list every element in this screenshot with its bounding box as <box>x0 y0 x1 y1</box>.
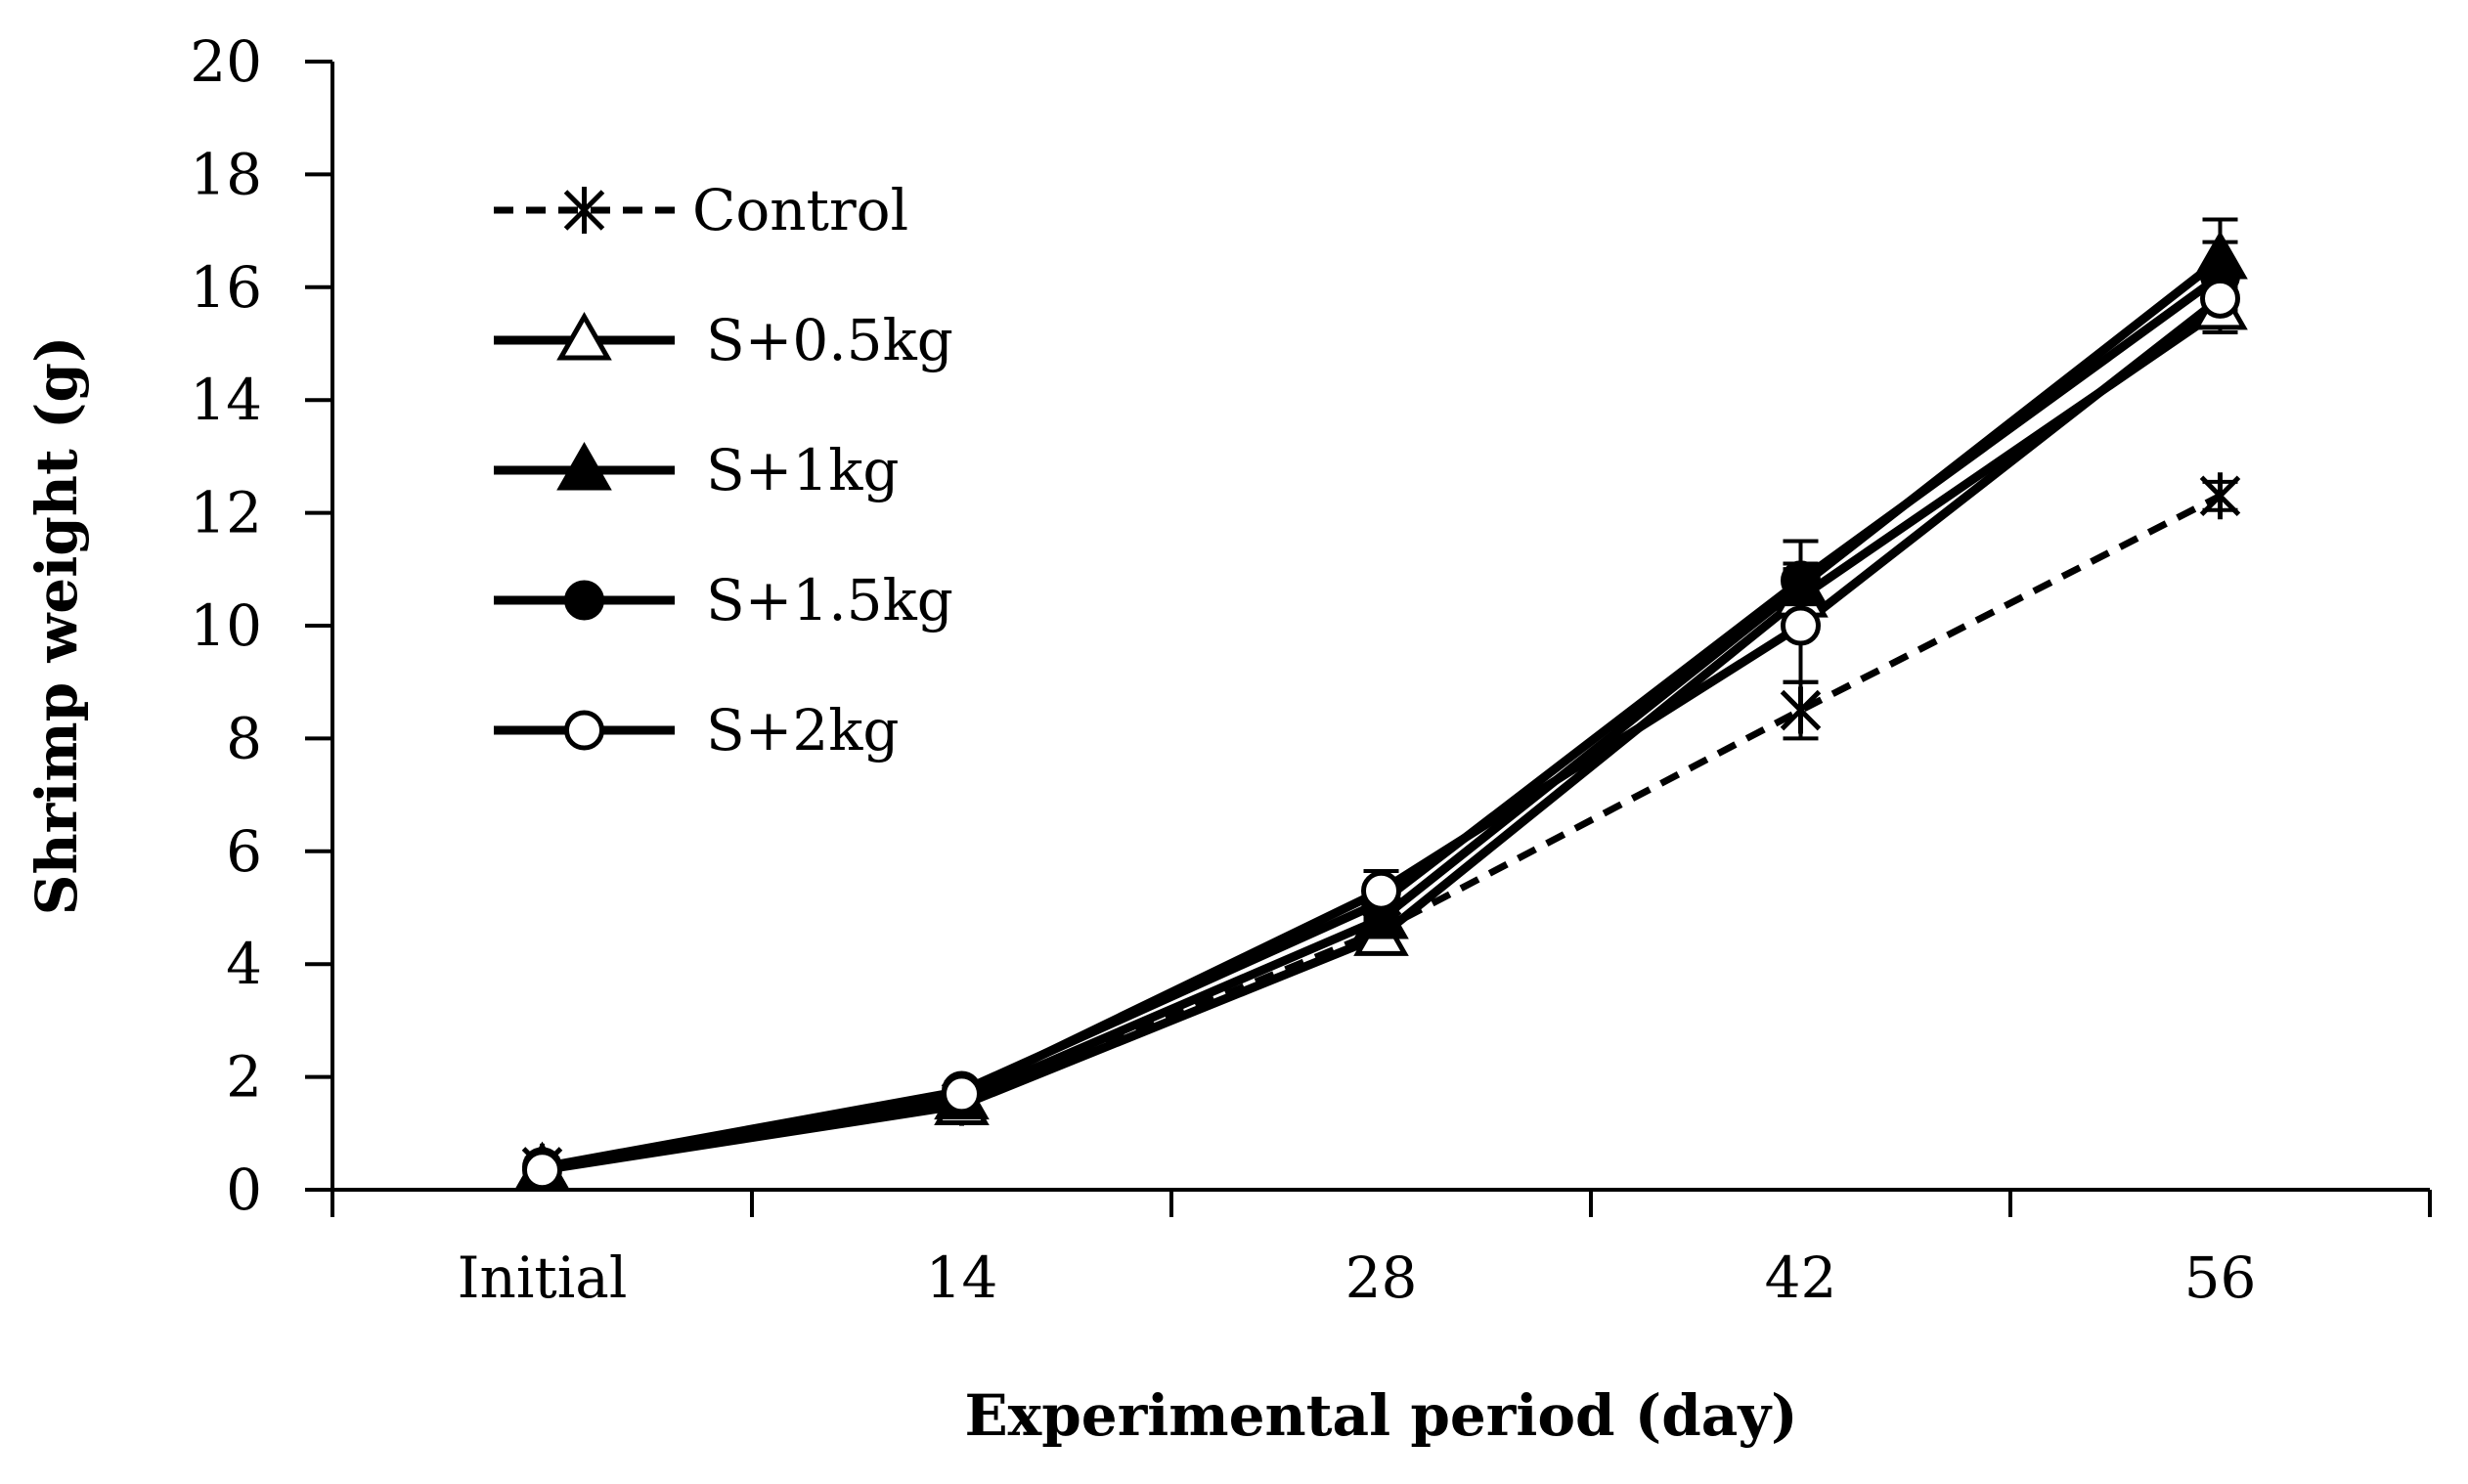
data-point <box>942 1073 982 1114</box>
legend-marker <box>556 311 612 361</box>
y-tick-label: 0 <box>226 1157 262 1223</box>
legend-label: S+1kg <box>706 437 900 503</box>
data-point <box>1780 686 1822 734</box>
x-tick-label: 28 <box>1345 1244 1418 1311</box>
x-tick-label: 42 <box>1765 1244 1837 1311</box>
data-point <box>2199 472 2241 520</box>
legend-item-2: S+1kg <box>494 437 900 503</box>
data-point <box>1781 605 1821 646</box>
y-tick-label: 18 <box>190 141 262 207</box>
y-tick-label: 20 <box>190 28 262 95</box>
legend-marker <box>563 187 605 234</box>
legend-label: S+0.5kg <box>706 307 953 373</box>
data-points <box>514 230 2248 1191</box>
y-tick-label: 16 <box>190 254 262 321</box>
y-tick-label: 10 <box>190 592 262 659</box>
x-tick-label: 56 <box>2184 1244 2257 1311</box>
legend-marker <box>564 710 604 751</box>
data-point <box>1361 870 1401 911</box>
legend-item-0: Control <box>494 177 908 243</box>
x-tick-label: Initial <box>458 1244 628 1311</box>
y-tick-label: 12 <box>190 480 262 546</box>
legend-marker <box>564 580 604 621</box>
axes: 0 2 4 6 8 10 12 14 16 18 20 Initial 14 28 42 56 <box>190 28 2432 1311</box>
data-point <box>522 1150 562 1191</box>
y-tick-label: 6 <box>226 818 262 885</box>
y-tick-label: 14 <box>190 367 262 433</box>
x-tick-label: 14 <box>926 1244 998 1311</box>
legend-label: Control <box>692 177 908 243</box>
legend-label: S+1.5kg <box>706 567 953 633</box>
legend-marker <box>556 441 612 491</box>
y-tick-label: 4 <box>226 931 262 997</box>
legend: Control S+0.5kg S+1kg S+1.5kg S+2kg <box>494 177 953 764</box>
y-tick-label: 2 <box>226 1044 262 1111</box>
legend-label: S+2kg <box>706 697 900 764</box>
legend-item-4: S+2kg <box>494 697 900 764</box>
data-point <box>1781 560 1821 601</box>
legend-item-1: S+0.5kg <box>494 307 953 373</box>
x-axis-title: Experimental period (day) <box>964 1382 1797 1449</box>
legend-item-3: S+1.5kg <box>494 567 953 633</box>
y-tick-label: 8 <box>226 705 262 771</box>
data-point <box>2200 278 2240 319</box>
y-axis-title: Shrimp weight (g) <box>23 336 90 916</box>
